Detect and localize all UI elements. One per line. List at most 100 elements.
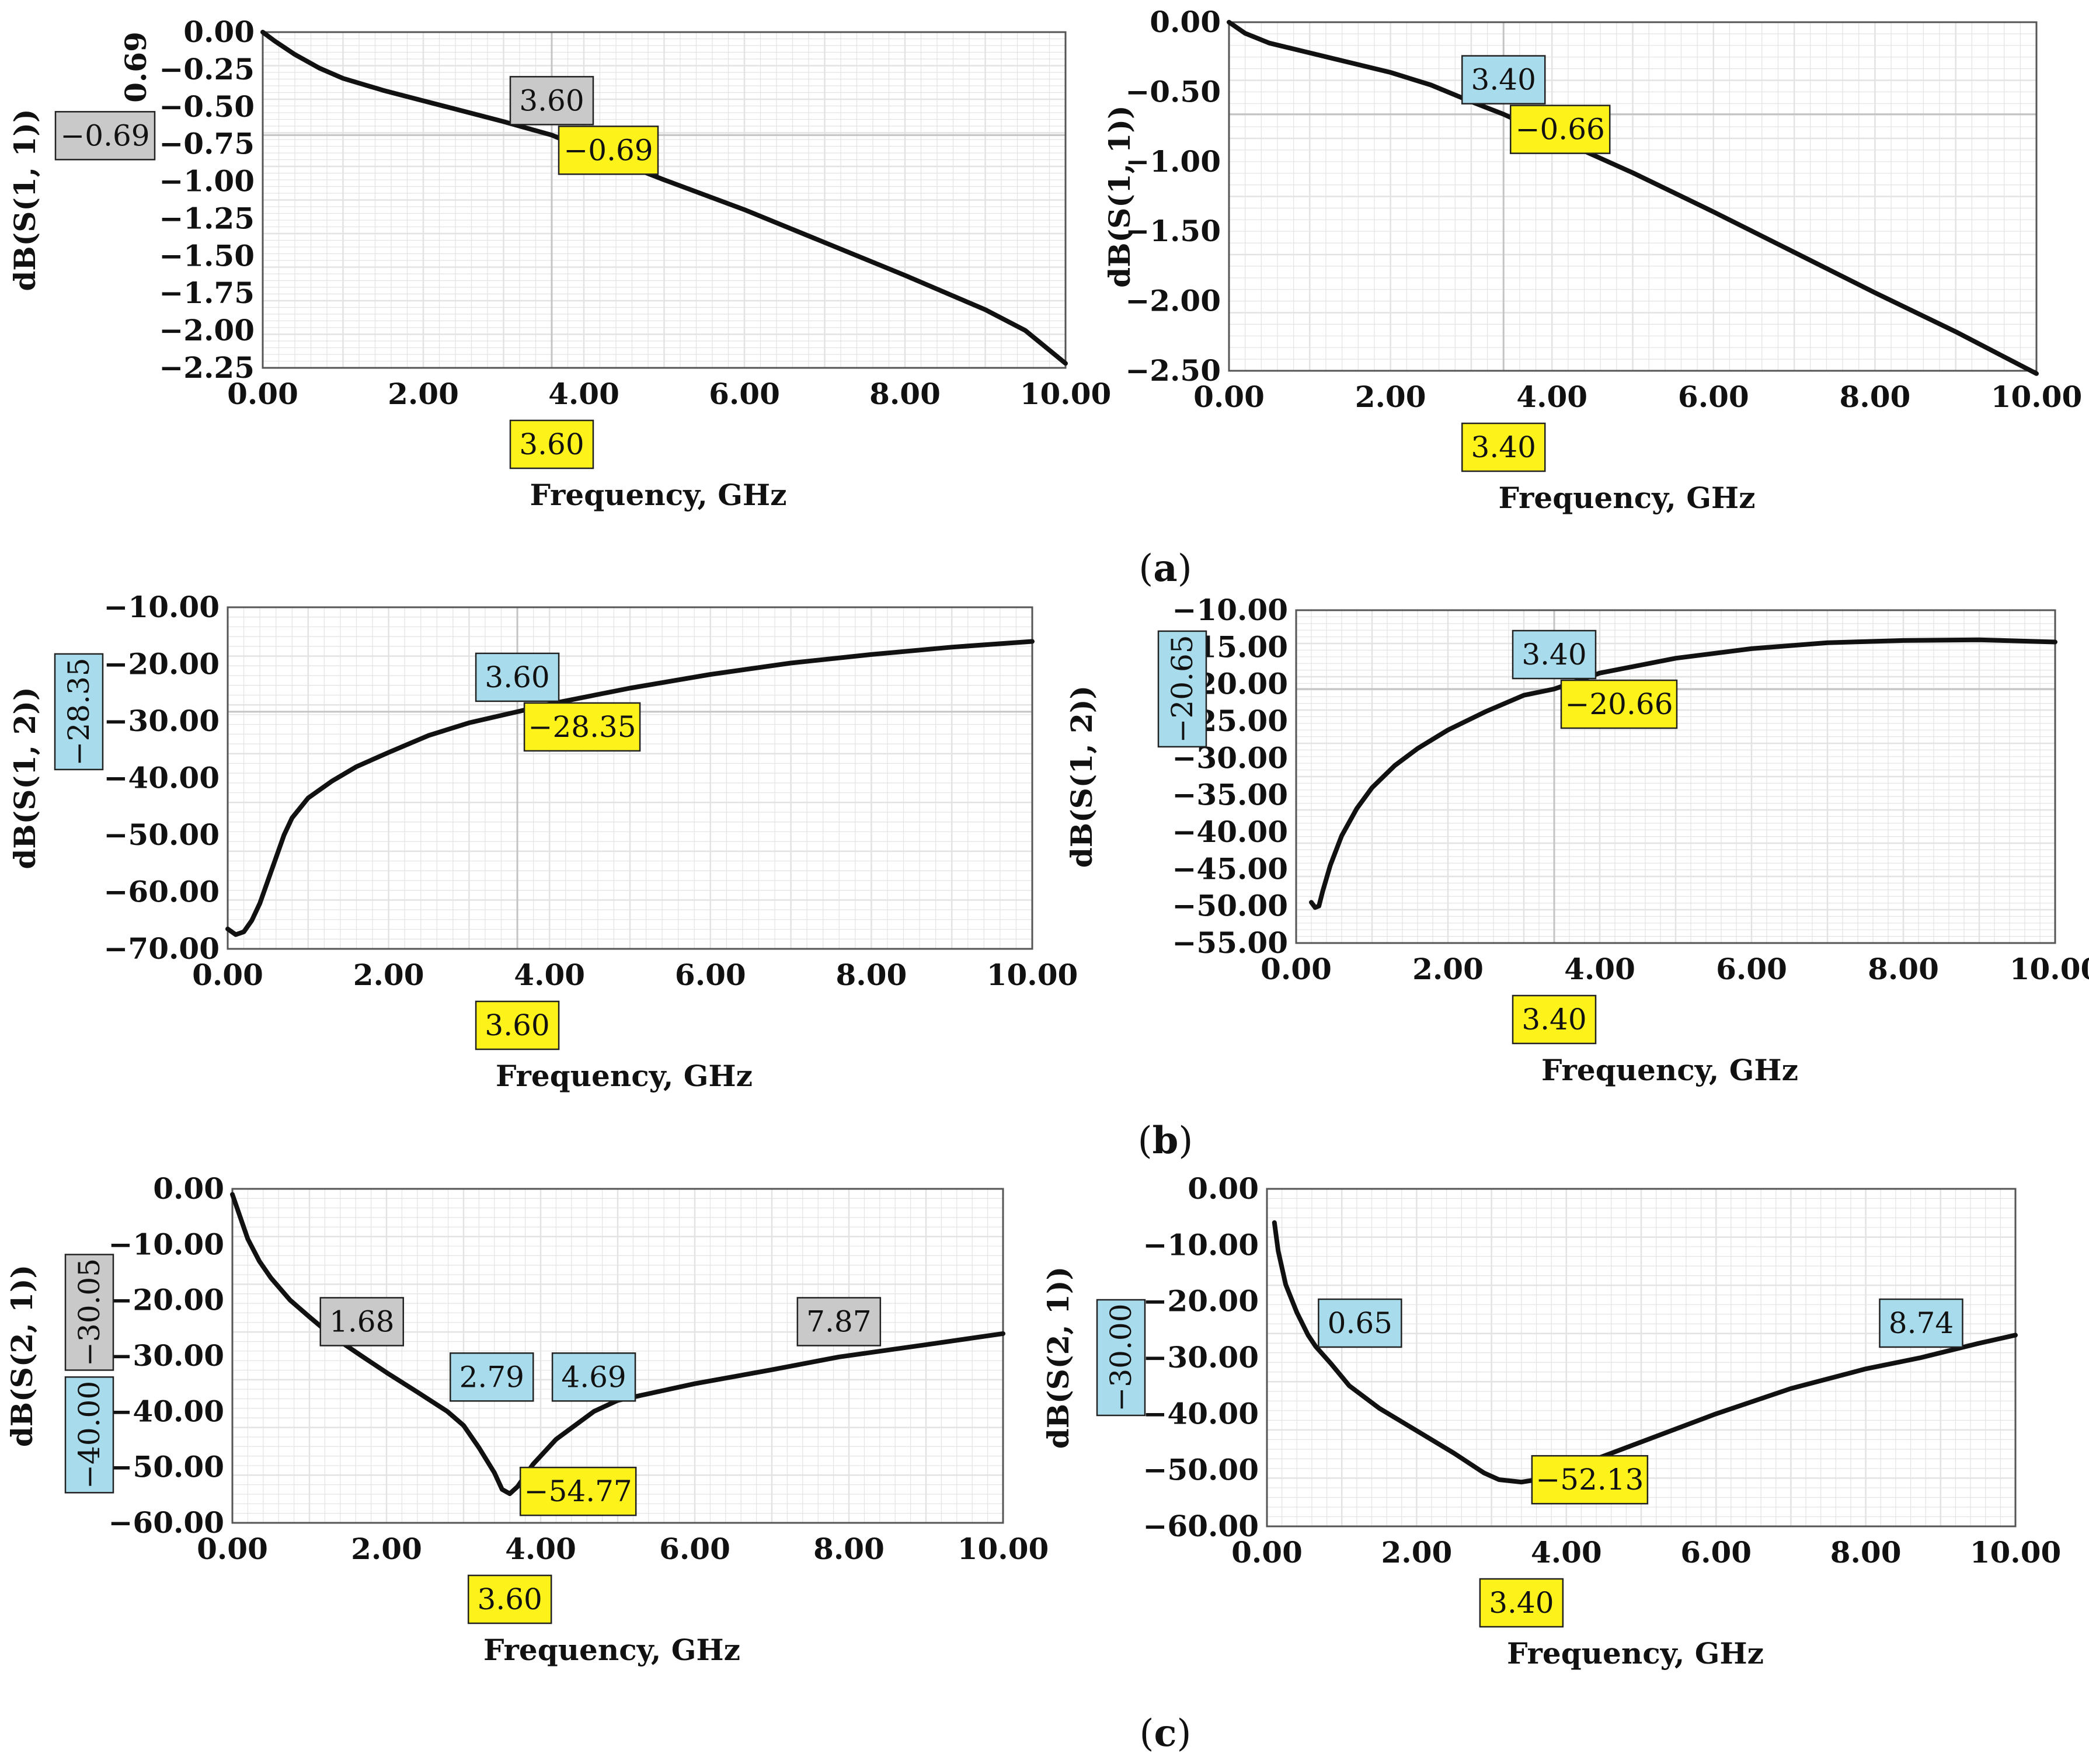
- marker-label-box: [1509, 105, 1611, 154]
- marker-label: 0.65: [1328, 1306, 1392, 1340]
- y-tick-label: −45.00: [1172, 851, 1288, 886]
- y-tick-label: −30.00: [109, 1338, 224, 1373]
- marker-label: 3.60: [519, 83, 584, 117]
- marker-label-box: [796, 1297, 882, 1347]
- marker-label-box: [1512, 629, 1597, 680]
- marker-label: 3.40: [1471, 63, 1536, 97]
- y-tick-label: −1.50: [1125, 214, 1221, 248]
- x-tick-label: 4.00: [1531, 1535, 1602, 1570]
- x-tick-label: 2.00: [1355, 380, 1426, 414]
- marker-label: −30.00: [1104, 1303, 1138, 1411]
- marker-label: −0.66: [1516, 113, 1605, 147]
- y-tick-label: −1.00: [159, 164, 255, 199]
- x-tick-label: 6.00: [1680, 1535, 1752, 1570]
- y-tick-label: −10.00: [104, 590, 220, 624]
- x-tick-label: 8.00: [813, 1532, 885, 1566]
- series-line: [260, 30, 1068, 366]
- marker-label-box: [1531, 1455, 1649, 1505]
- marker-label-box: [1318, 1298, 1402, 1348]
- series-line: [1309, 637, 2057, 910]
- marker-label-box: [1461, 55, 1546, 105]
- marker-label-box: [475, 1000, 560, 1050]
- marker-label-box: [467, 1574, 552, 1624]
- chart-c-left: 0.00 2.00 4.00 6.00 8.00 10.00 0.00 −10.00 −20.0…: [5, 1171, 1049, 1667]
- subfigure-label-a: (a): [1138, 547, 1192, 590]
- marker-label: −28.35: [528, 710, 636, 744]
- x-tick-label: 6.00: [659, 1532, 730, 1566]
- marker-label: 3.60: [478, 1582, 542, 1616]
- x-tick-label: 4.00: [1516, 380, 1587, 414]
- x-tick-label: 8.00: [1840, 380, 1911, 414]
- x-tick-label: 0.00: [1193, 380, 1265, 414]
- series-line: [1227, 20, 2039, 376]
- marker-label: −20.65: [1165, 635, 1199, 743]
- chart-b-left: 0.00 2.00 4.00 6.00 8.00 10.00 −10.00 −20.00 −30…: [8, 590, 1078, 1093]
- x-tick-label: 8.00: [1830, 1535, 1902, 1570]
- y-tick-label: −55.00: [1172, 926, 1288, 960]
- y-tick-label: −2.00: [1125, 284, 1221, 318]
- chart-a-right: 0.00 2.00 4.00 6.00 8.00 10.00 0.00 −0.50 −1.00 −…: [1102, 5, 2082, 515]
- y-tick-label: −60.00: [104, 875, 220, 909]
- x-tick-label: 4.00: [1564, 952, 1635, 986]
- chart-c-right: 0.00 2.00 4.00 6.00 8.00 10.00 0.00 −10.00 −20.0…: [1041, 1171, 2061, 1671]
- plot-border: [231, 1188, 1004, 1524]
- marker-label-box: [509, 76, 594, 126]
- marker-label: −30.05: [72, 1258, 106, 1366]
- marker-label-box: [1157, 630, 1207, 748]
- y-tick-label: −0.75: [159, 127, 255, 161]
- x-tick-label: 2.00: [353, 958, 424, 992]
- y-tick-label: −40.00: [104, 761, 220, 795]
- y-tick-label: −10.00: [109, 1227, 224, 1261]
- y-tick-label: −10.00: [1143, 1227, 1259, 1262]
- x-tick-label: 8.00: [869, 377, 941, 411]
- y-axis-label: dB(S(1, 2)): [1064, 686, 1099, 868]
- y-tick-label: −40.00: [1143, 1396, 1259, 1431]
- x-tick-label: 2.00: [351, 1532, 422, 1566]
- y-tick-label: −50.00: [104, 817, 220, 852]
- x-tick-label: 6.00: [709, 377, 780, 411]
- series-line: [230, 1192, 1005, 1497]
- marker-label-box: [509, 419, 594, 469]
- x-tick-label: 10.00: [958, 1532, 1049, 1566]
- marker-label-box: [1512, 994, 1597, 1045]
- marker-label: −20.66: [1565, 687, 1673, 721]
- x-tick-label: 10.00: [987, 958, 1078, 992]
- y-tick-label: −10.00: [1172, 593, 1288, 627]
- plot-border: [227, 606, 1033, 950]
- plot-border: [1266, 1188, 2017, 1528]
- y-tick-label: −40.00: [1172, 815, 1288, 849]
- marker-label: 3.60: [519, 427, 584, 461]
- marker-label: 2.79: [459, 1360, 524, 1394]
- y-axis-label: dB(S(1, 2)): [8, 687, 42, 869]
- y-tick-label: 0.00: [1188, 1171, 1259, 1206]
- marker-label-box: [519, 1466, 637, 1516]
- y-tick-label: −1.25: [159, 201, 255, 235]
- x-tick-label: 10.00: [2010, 952, 2089, 986]
- x-axis-label: Frequency, GHz: [1498, 481, 1755, 515]
- marker-label: −52.13: [1536, 1463, 1644, 1497]
- y-axis-label: dB(S(2, 1)): [1041, 1267, 1075, 1449]
- marker-label-box: [551, 1352, 636, 1402]
- marker-label-box: [64, 1376, 114, 1494]
- x-tick-label: 0.00: [1261, 952, 1332, 986]
- marker-label: −0.69: [563, 133, 653, 167]
- plot-border: [1228, 21, 2038, 372]
- x-tick-label: 10.00: [1020, 377, 1112, 411]
- x-axis-label: Frequency, GHz: [483, 1633, 740, 1667]
- marker-label: 3.40: [1522, 638, 1586, 671]
- x-tick-label: 6.00: [675, 958, 746, 992]
- y-axis-label: dB(S(1, 1)): [1102, 105, 1137, 287]
- x-tick-label: 8.00: [836, 958, 907, 992]
- y-tick-label: −35.00: [1172, 778, 1288, 812]
- marker-label-box: [64, 1254, 114, 1371]
- marker-label-box: [1461, 422, 1546, 472]
- y-tick-label: −20.00: [104, 647, 220, 681]
- y-axis-label: dB(S(1, 1)): [8, 109, 42, 291]
- marker-label-box: [54, 653, 104, 771]
- x-tick-label: 8.00: [1868, 952, 1939, 986]
- x-tick-label: 4.00: [548, 377, 619, 411]
- y-tick-label: −40.00: [109, 1394, 224, 1428]
- series-line: [1272, 1220, 2018, 1485]
- marker-label-box: [1560, 679, 1678, 729]
- x-axis-label: Frequency, GHz: [1507, 1636, 1764, 1671]
